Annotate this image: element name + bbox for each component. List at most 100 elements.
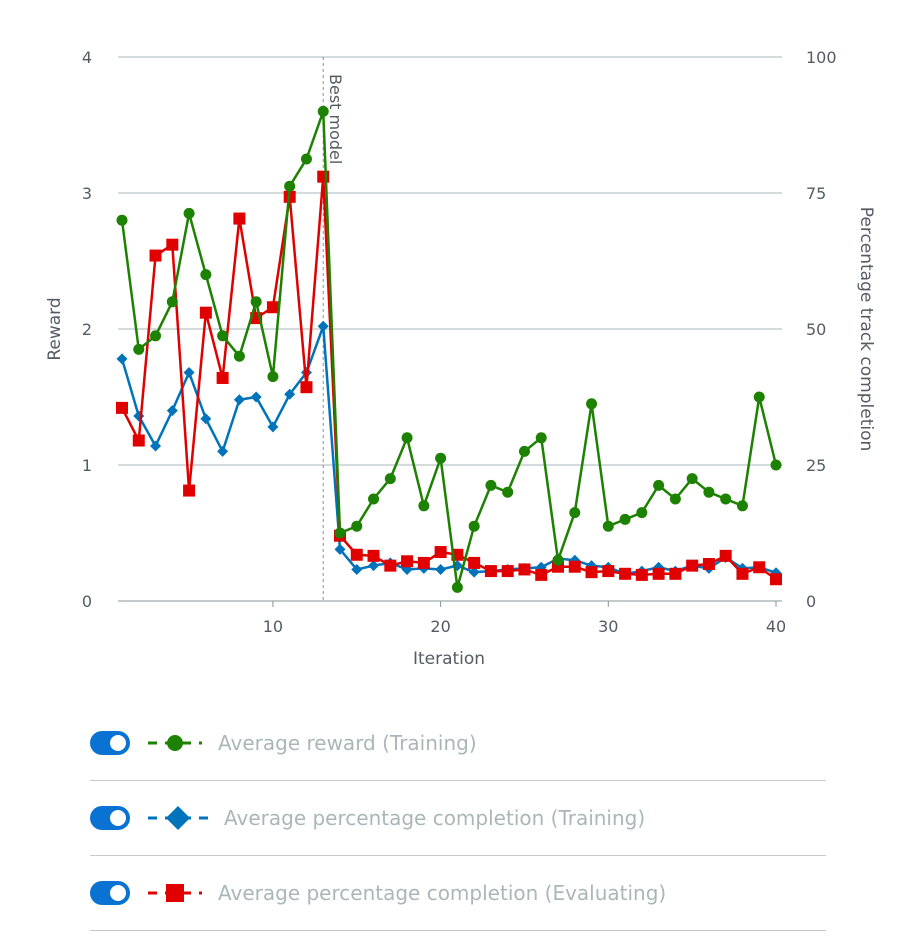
data-point [367, 549, 380, 562]
data-point [518, 563, 531, 576]
toggle-knob [110, 810, 126, 826]
data-point [484, 565, 497, 578]
data-point [384, 473, 396, 485]
data-point [199, 306, 212, 319]
data-point [435, 452, 447, 464]
series-line [120, 175, 777, 581]
x-tick-label: 10 [263, 617, 283, 636]
grid-lines [118, 56, 782, 602]
data-point [317, 170, 330, 183]
data-point [736, 500, 748, 512]
data-point [753, 391, 765, 403]
data-point [150, 330, 162, 342]
data-point [652, 567, 665, 580]
data-point [434, 546, 447, 559]
y-axis-title: Reward [45, 297, 65, 360]
data-point [317, 105, 329, 117]
y2-tick-label: 0 [806, 592, 816, 611]
data-point [132, 434, 145, 447]
data-point [753, 561, 766, 574]
series-line [120, 325, 777, 576]
data-point [233, 212, 246, 225]
data-point [468, 556, 481, 569]
legend-item-average-reward-training[interactable]: Average reward (Training) [90, 706, 826, 781]
data-point [300, 153, 312, 165]
series-line [120, 110, 778, 589]
data-point [217, 445, 229, 457]
data-point [266, 301, 279, 314]
data-point [200, 413, 212, 425]
data-point [770, 459, 782, 471]
data-point [150, 440, 162, 452]
x-tick-label: 40 [766, 617, 786, 636]
legend-circle-marker-icon [148, 735, 202, 751]
data-point [334, 543, 346, 555]
data-point [686, 473, 698, 485]
data-point [267, 421, 279, 433]
legend-item-average-completion-training[interactable]: Average percentage completion (Training) [90, 781, 826, 856]
data-point [250, 296, 262, 308]
data-point [552, 554, 564, 566]
data-point [133, 410, 145, 422]
data-point [351, 520, 363, 532]
y2-tick-label: 75 [806, 184, 826, 203]
data-point [300, 381, 313, 394]
data-point [736, 567, 749, 580]
data-point [317, 320, 329, 332]
data-point [435, 563, 447, 575]
data-point [368, 560, 380, 572]
series-toggle-completion-training[interactable] [90, 806, 130, 830]
data-point [569, 507, 581, 519]
data-point [183, 484, 196, 497]
data-point [350, 548, 363, 561]
best-model-label: Best model [326, 74, 345, 164]
data-point [669, 567, 682, 580]
data-point [216, 371, 229, 384]
data-point [535, 568, 548, 581]
data-point [518, 445, 530, 457]
data-point [233, 350, 245, 362]
data-point [200, 269, 212, 281]
y-tick-label: 1 [82, 456, 92, 475]
legend: Average reward (Training) Average percen… [90, 706, 826, 931]
x-tick-label: 20 [430, 617, 450, 636]
data-point [686, 559, 699, 572]
data-point [250, 391, 262, 403]
chart-area: 0 1 2 3 4 0 25 50 75 100 10 20 30 40 Best model Itera… [45, 48, 876, 669]
data-point [502, 486, 514, 498]
y2-tick-label: 100 [806, 48, 837, 67]
data-point [417, 556, 430, 569]
toggle-knob [110, 735, 126, 751]
data-point [602, 520, 614, 532]
toggle-knob [110, 885, 126, 901]
series-circle [116, 105, 782, 593]
data-point [568, 560, 581, 573]
y2-tick-label: 25 [806, 456, 826, 475]
data-point [669, 493, 681, 505]
data-point [351, 563, 363, 575]
data-point [585, 566, 598, 579]
data-point [602, 565, 615, 578]
legend-item-average-completion-evaluating[interactable]: Average percentage completion (Evaluatin… [90, 856, 826, 931]
data-point [535, 432, 547, 444]
x-axis-title: Iteration [413, 649, 485, 669]
data-point [183, 367, 195, 379]
series-toggle-completion-evaluating[interactable] [90, 881, 130, 905]
data-point [401, 432, 413, 444]
series-square [116, 170, 782, 586]
data-point [384, 559, 397, 572]
data-point [702, 558, 715, 571]
data-point [284, 180, 296, 192]
x-tick-label: 30 [598, 617, 618, 636]
y-tick-label: 0 [82, 592, 92, 611]
series-toggle-reward-training[interactable] [90, 731, 130, 755]
series-layer [116, 105, 782, 593]
data-point [468, 520, 480, 532]
data-point [485, 479, 497, 491]
y-tick-label: 2 [82, 320, 92, 339]
data-point [149, 249, 162, 262]
data-point [217, 330, 229, 342]
data-point [166, 238, 179, 251]
legend-label: Average reward (Training) [218, 731, 477, 755]
